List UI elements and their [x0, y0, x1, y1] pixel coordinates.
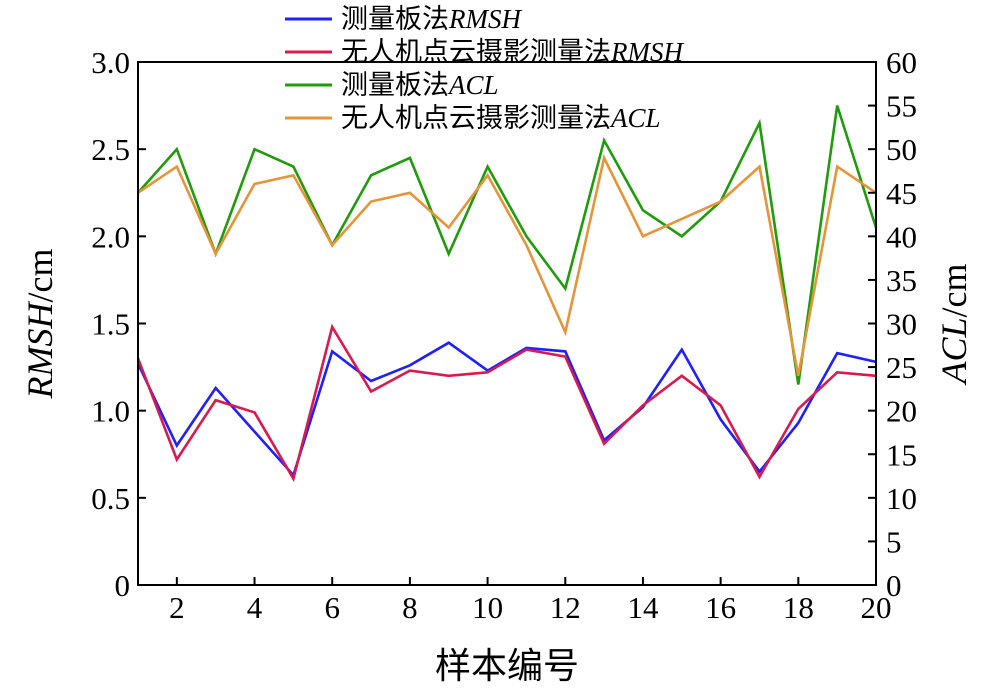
legend-label-prefix: 测量板法 [341, 4, 449, 34]
y-right-tick-label: 30 [886, 307, 917, 342]
y-right-tick-label: 35 [886, 263, 917, 298]
x-tick-label: 6 [324, 590, 340, 625]
legend-label-prefix: 无人机点云摄影测量法 [341, 37, 611, 67]
series-line-1 [136, 341, 877, 478]
y-right-tick-label: 60 [886, 45, 917, 80]
legend-label-prefix: 测量板法 [341, 70, 449, 100]
y-axis-left-title-unit: /cm [20, 249, 60, 303]
legend-label-italic: ACL [447, 70, 499, 100]
y-left-tick-label: 2.0 [91, 219, 130, 254]
y-axis-right-title-unit: /cm [934, 263, 974, 317]
legend-label: 测量板法ACL [341, 70, 499, 100]
legend-label: 无人机点云摄影测量法RMSH [341, 37, 684, 67]
y-right-tick-label: 55 [886, 89, 917, 124]
legend-label-italic: RMSH [610, 37, 684, 67]
x-tick-label: 14 [627, 590, 659, 625]
series-line-3 [137, 105, 878, 385]
x-tick-label: 10 [472, 590, 503, 625]
y-axis-left-title: RMSH/cm [20, 249, 60, 400]
series-line-2 [136, 323, 877, 483]
y-axis-right-title-italic: ACL [934, 317, 974, 385]
y-right-tick-label: 15 [886, 437, 917, 472]
y-right-tick-label: 20 [886, 394, 917, 429]
y-right-tick-label: 25 [886, 350, 917, 385]
y-left-tick-label: 2.5 [91, 132, 130, 167]
legend-label-italic: RMSH [448, 4, 522, 34]
y-right-tick-label: 5 [886, 524, 902, 559]
x-tick-label: 2 [169, 590, 185, 625]
y-right-tick-label: 40 [886, 219, 917, 254]
legend-label-italic: ACL [609, 103, 661, 133]
legend-label: 测量板法RMSH [341, 4, 522, 34]
x-tick-label: 8 [402, 590, 418, 625]
y-right-tick-label: 45 [886, 176, 917, 211]
y-left-tick-label: 0.5 [91, 481, 130, 516]
y-left-tick-label: 1.5 [91, 307, 130, 342]
x-tick-label: 20 [861, 590, 892, 625]
y-left-tick-label: 3.0 [91, 45, 130, 80]
x-axis-title: 样本编号 [435, 646, 579, 686]
axes: 2 4 6 8 10 12 14 16 18 2000.51.01.52.02.53.005101… [91, 45, 917, 625]
x-tick-label: 18 [783, 590, 814, 625]
x-tick-label: 16 [705, 590, 736, 625]
x-tick-label: 4 [247, 590, 263, 625]
legend-label-prefix: 无人机点云摄影测量法 [341, 103, 611, 133]
legend: 测量板法RMSH无人机点云摄影测量法RMSH测量板法ACL无人机点云摄影测量法A… [285, 4, 684, 133]
legend-label: 无人机点云摄影测量法ACL [341, 103, 661, 133]
series-line-4 [137, 154, 877, 377]
y-right-tick-label: 50 [886, 132, 917, 167]
y-left-tick-label: 0 [115, 568, 131, 603]
y-axis-right-title: ACL/cm [934, 263, 974, 385]
x-tick-label: 12 [550, 590, 581, 625]
plot-frame [137, 61, 877, 586]
y-axis-left-title-italic: RMSH [20, 301, 60, 400]
y-right-tick-label: 10 [886, 481, 917, 516]
y-left-tick-label: 1.0 [91, 394, 130, 429]
series-lines [136, 105, 878, 483]
y-right-tick-label: 0 [886, 568, 902, 603]
